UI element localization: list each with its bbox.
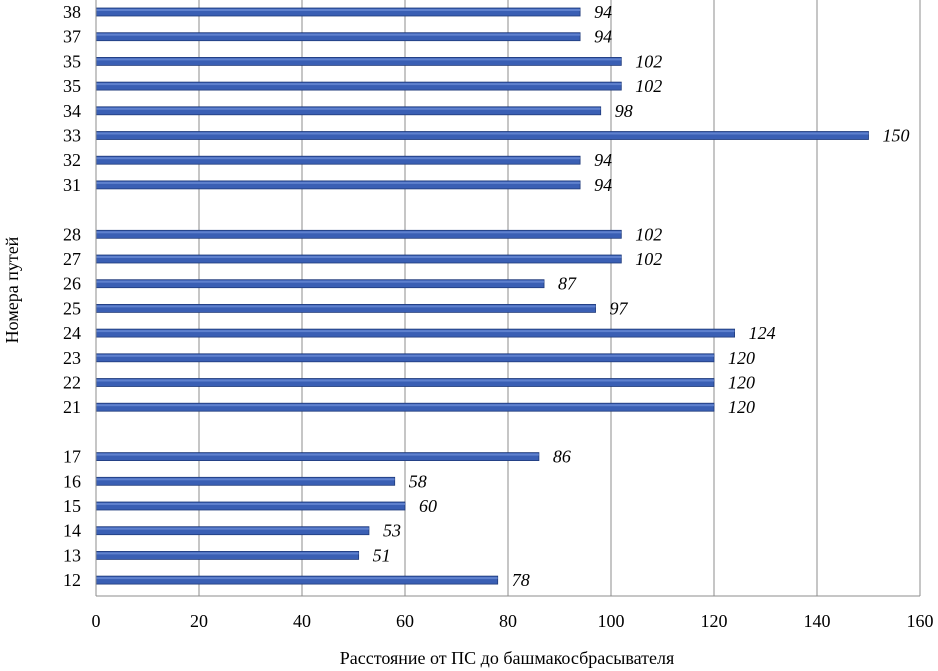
data-label: 124 xyxy=(749,323,776,343)
y-tick-label: 12 xyxy=(63,570,81,590)
y-tick-label: 25 xyxy=(63,298,81,318)
data-label: 87 xyxy=(558,274,577,294)
bar-highlight xyxy=(96,58,622,61)
bar-highlight xyxy=(96,577,498,580)
axes: 0 20 40 60 80 100 120 140 160 38 37 35 35 34 33 32 31 28 2… xyxy=(63,0,934,631)
y-tick-label: 17 xyxy=(63,447,81,467)
x-axis-title: Расстояние от ПС до башмакосбрасывателя xyxy=(340,648,674,668)
y-tick-label: 35 xyxy=(63,76,81,96)
x-tick-label: 120 xyxy=(701,611,728,631)
data-label: 102 xyxy=(635,249,662,269)
data-label: 94 xyxy=(594,27,612,47)
bar-highlight xyxy=(96,354,714,357)
data-label: 97 xyxy=(610,298,629,318)
data-label: 78 xyxy=(512,570,530,590)
x-tick-label: 0 xyxy=(92,611,101,631)
bar-highlight xyxy=(96,404,714,407)
bar-highlight xyxy=(96,305,596,308)
bar-highlight xyxy=(96,181,581,184)
y-tick-label: 34 xyxy=(63,101,81,121)
x-tick-label: 160 xyxy=(907,611,934,631)
y-tick-label: 33 xyxy=(63,126,81,146)
bar-highlight xyxy=(96,157,581,160)
data-label: 58 xyxy=(409,471,427,491)
bar-highlight xyxy=(96,503,405,505)
bar-highlight xyxy=(96,107,601,110)
data-label: 94 xyxy=(594,175,612,195)
y-tick-label: 38 xyxy=(63,2,81,22)
y-tick-label: 27 xyxy=(63,249,81,269)
y-tick-label: 24 xyxy=(63,323,81,343)
x-tick-label: 80 xyxy=(499,611,517,631)
data-label: 60 xyxy=(419,496,437,516)
data-label: 120 xyxy=(728,397,755,417)
bar-highlight xyxy=(96,9,581,11)
data-label: 102 xyxy=(635,51,662,71)
y-tick-label: 37 xyxy=(63,27,81,47)
bar-highlight xyxy=(96,478,395,481)
y-tick-label: 26 xyxy=(63,274,81,294)
data-label: 53 xyxy=(383,521,401,541)
y-tick-label: 28 xyxy=(63,224,81,244)
data-label: 94 xyxy=(594,2,612,22)
y-tick-label: 35 xyxy=(63,51,81,71)
gridlines xyxy=(198,0,921,596)
x-tick-label: 40 xyxy=(293,611,311,631)
bar-highlight xyxy=(96,231,622,234)
data-label: 120 xyxy=(728,348,755,368)
x-tick-label: 140 xyxy=(804,611,831,631)
y-tick-label: 31 xyxy=(63,175,81,195)
data-label: 120 xyxy=(728,373,755,393)
bar-highlight xyxy=(96,256,622,258)
y-tick-label: 21 xyxy=(63,397,81,417)
data-labels: 9494102102981509494102102879712412012012… xyxy=(373,2,910,590)
y-tick-label: 32 xyxy=(63,150,81,170)
data-label: 98 xyxy=(615,101,633,121)
data-label: 51 xyxy=(373,545,391,565)
y-tick-label: 23 xyxy=(63,348,81,368)
data-label: 102 xyxy=(635,224,662,244)
bars xyxy=(95,7,869,585)
bar-highlight xyxy=(96,132,869,135)
bar-highlight xyxy=(96,527,369,530)
y-axis-title: Номера путей xyxy=(2,236,22,343)
bar-highlight xyxy=(96,33,581,36)
y-tick-label: 14 xyxy=(63,521,81,541)
y-tick-label: 13 xyxy=(63,545,81,565)
y-tick-label: 16 xyxy=(63,471,81,491)
data-label: 86 xyxy=(553,447,571,467)
y-tick-label: 15 xyxy=(63,496,81,516)
data-label: 94 xyxy=(594,150,612,170)
bar-highlight xyxy=(96,330,735,333)
bar-highlight xyxy=(96,552,359,555)
y-tick-label: 22 xyxy=(63,373,81,393)
x-tick-label: 20 xyxy=(190,611,208,631)
data-label: 150 xyxy=(883,126,910,146)
data-label: 102 xyxy=(635,76,662,96)
x-tick-label: 60 xyxy=(396,611,414,631)
bar-highlight xyxy=(96,280,545,283)
bar-highlight xyxy=(96,453,539,456)
bar-highlight xyxy=(96,83,622,86)
bar-highlight xyxy=(96,379,714,382)
x-tick-label: 100 xyxy=(598,611,625,631)
